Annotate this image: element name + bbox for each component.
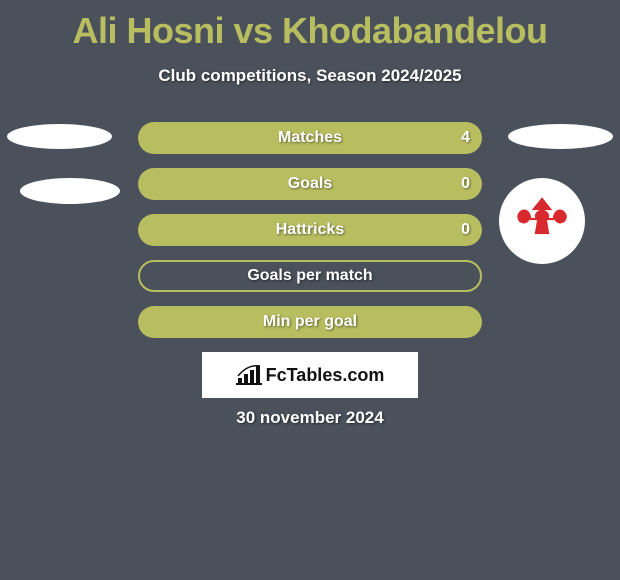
bar-label: Goals	[288, 175, 332, 193]
bar-label: Hattricks	[276, 221, 344, 239]
subtitle: Club competitions, Season 2024/2025	[0, 66, 620, 86]
player-right-badge	[499, 178, 585, 264]
date-label: 30 november 2024	[0, 408, 620, 428]
bar-chart-icon	[236, 364, 262, 386]
bar-goals-per-match: Goals per match	[138, 260, 482, 292]
player-left-logo-2	[20, 178, 120, 204]
bar-min-per-goal: Min per goal	[138, 306, 482, 338]
bar-value-right: 4	[461, 129, 470, 147]
club-crest-icon	[512, 191, 572, 251]
bar-label: Goals per match	[247, 267, 372, 285]
source-logo: FcTables.com	[202, 352, 418, 398]
comparison-bars: Matches 4 Goals 0 Hattricks 0 Goals per …	[138, 122, 482, 352]
bar-label: Min per goal	[263, 313, 357, 331]
player-left-logo-1	[7, 124, 112, 149]
page-title: Ali Hosni vs Khodabandelou	[0, 0, 620, 52]
player-right-logo-1	[508, 124, 613, 149]
bar-matches: Matches 4	[138, 122, 482, 154]
bar-value-right: 0	[461, 221, 470, 239]
bar-hattricks: Hattricks 0	[138, 214, 482, 246]
bar-value-right: 0	[461, 175, 470, 193]
source-logo-text: FcTables.com	[266, 365, 385, 386]
bar-label: Matches	[278, 129, 342, 147]
bar-goals: Goals 0	[138, 168, 482, 200]
